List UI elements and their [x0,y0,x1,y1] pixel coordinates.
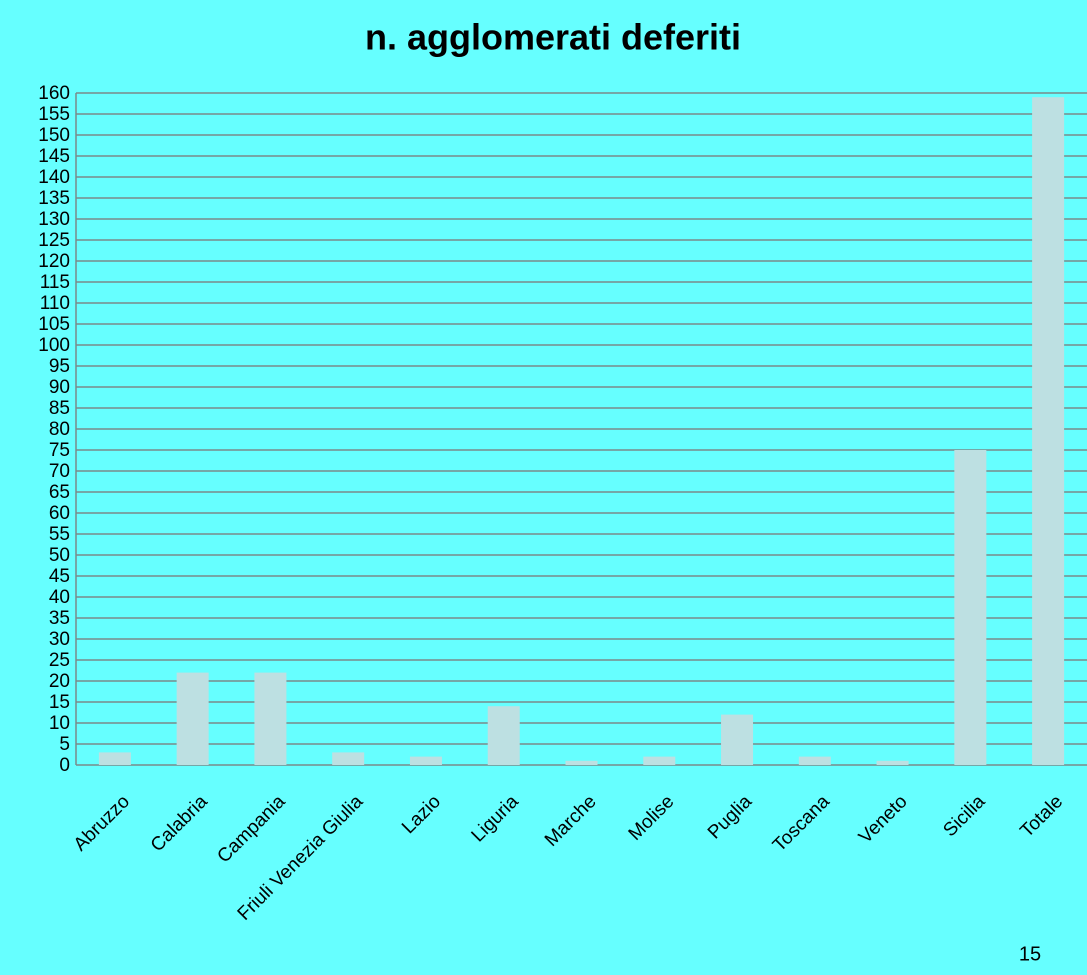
bar [254,672,287,765]
y-tick-label: 55 [49,524,70,545]
y-tick-label: 145 [38,146,70,167]
bar [565,760,598,765]
y-tick-label: 95 [49,356,70,377]
y-tick-label: 155 [38,104,70,125]
y-tick-label: 35 [49,608,70,629]
y-tick-label: 5 [59,734,70,755]
y-tick-label: 10 [49,713,70,734]
y-tick-label: 85 [49,398,70,419]
y-tick-label: 40 [49,587,70,608]
y-tick-label: 45 [49,566,70,587]
bar [876,760,909,765]
y-tick-label: 0 [59,755,70,776]
y-tick-label: 80 [49,419,70,440]
page-number: 15 [1019,943,1041,965]
y-tick-label: 150 [38,125,70,146]
y-tick-label: 30 [49,629,70,650]
bar [643,756,676,765]
y-tick-label: 130 [38,209,70,230]
y-tick-label: 75 [49,440,70,461]
y-tick-label: 65 [49,482,70,503]
y-tick-label: 90 [49,377,70,398]
y-tick-label: 105 [38,314,70,335]
y-tick-label: 125 [38,230,70,251]
y-tick-label: 50 [49,545,70,566]
bar [332,752,365,765]
bar [98,752,131,765]
y-tick-label: 140 [38,167,70,188]
y-tick-label: 100 [38,335,70,356]
y-tick-label: 60 [49,503,70,524]
y-tick-label: 70 [49,461,70,482]
y-tick-label: 120 [38,251,70,272]
bar [176,672,209,765]
bar [954,450,987,765]
y-tick-label: 160 [38,83,70,104]
y-tick-label: 115 [40,272,70,293]
bar [721,714,754,765]
y-tick-label: 110 [40,293,70,314]
bar [1032,97,1065,765]
y-tick-label: 20 [49,671,70,692]
bar [409,756,442,765]
bar [798,756,831,765]
bar [487,706,520,765]
chart-title: n. agglomerati deferiti [365,17,741,58]
y-tick-label: 25 [49,650,70,671]
y-tick-label: 15 [49,692,70,713]
y-tick-label: 135 [38,188,70,209]
